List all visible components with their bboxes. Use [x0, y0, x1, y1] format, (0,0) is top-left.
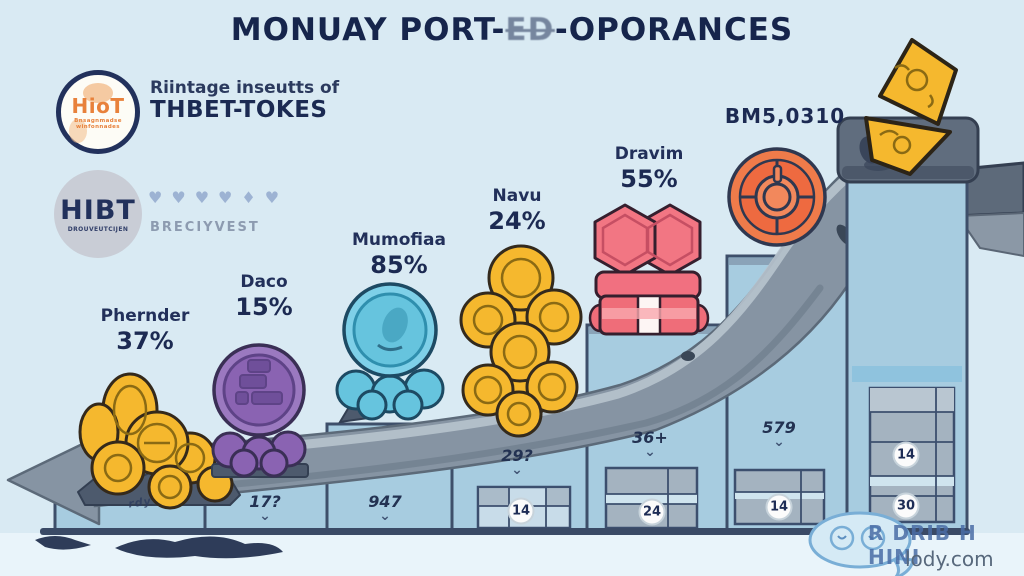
category-label-mumofiaa: Mumofiaa	[352, 230, 446, 250]
logo-hiot: HioT Bnsagnmadse winfonnades	[56, 70, 140, 154]
chevron-down-icon: ⌄	[511, 462, 523, 478]
orange-ring-coin-icon	[727, 147, 827, 247]
teal-coin-icon	[335, 282, 445, 424]
category-label-navu: Navu	[492, 186, 542, 206]
speech-bubble-logo	[808, 511, 915, 576]
annotation-value: BM5,0310	[724, 104, 846, 128]
dark-silhouette-shapes	[35, 536, 283, 559]
category-label-daco: Daco	[240, 272, 288, 292]
bar-footer-value-3: 29?	[501, 446, 533, 465]
watermark-brand: R DRIB H HINI	[868, 521, 977, 569]
logo-blob	[83, 83, 113, 103]
base-line	[40, 528, 970, 535]
value-label-phernder: 37%	[116, 327, 174, 355]
heart-icon: ♥	[194, 188, 219, 207]
value-label-mumofiaa: 85%	[370, 251, 428, 279]
heart-icon: ♥	[264, 188, 289, 207]
category-label-phernder: Phernder	[100, 306, 190, 326]
chevron-down-icon: ⌄	[379, 508, 391, 524]
diamond-icon: ♦	[241, 188, 265, 207]
badge-value: 14	[892, 441, 920, 469]
pink-gift-stack-icon	[588, 203, 710, 336]
title-part1: MONUAY PORT-	[230, 12, 506, 48]
bar-footer-value-5: 579	[762, 418, 796, 437]
value-label-navu: 24%	[488, 207, 546, 235]
badge-value: 24	[638, 498, 666, 526]
gold-coin-tower-icon	[459, 244, 583, 438]
gold-coins-pile-icon	[77, 372, 241, 510]
page-title: MONUAY PORT-ED-OPORANCES	[0, 12, 1024, 48]
heart-icon: ♥	[171, 188, 195, 207]
title-part3: -OPORANCES	[554, 12, 794, 48]
value-label-dravim: 55%	[620, 165, 678, 193]
heart-icon: ♥	[218, 188, 242, 207]
purple-coin-icon	[211, 343, 309, 478]
bar-footer-value-1: 17?	[249, 492, 281, 511]
logo-hibt-text: HIBT	[60, 195, 136, 226]
tagline-line2: THBET-TOKES	[150, 97, 328, 123]
logo-hiot-subtext: Bnsagnmadse	[74, 118, 122, 124]
value-label-daco: 15%	[235, 293, 293, 321]
logo-hiot-text: HioT	[71, 94, 125, 118]
logo-hiot-subtext2: winfonnades	[76, 124, 120, 130]
logo-hibt-subtext: DROUVEUTCIJEN	[67, 226, 129, 233]
badge-value: 14	[765, 493, 793, 521]
rating-icons-row: ♥♥♥♥♦♥	[148, 188, 288, 207]
logo-blob	[69, 119, 87, 143]
category-label-dravim: Dravim	[614, 144, 684, 164]
chevron-down-icon: ⌄	[259, 508, 271, 524]
watermark-domain: lody.com	[905, 547, 994, 571]
bar-footer-value-4: 36+	[632, 428, 668, 447]
title-part-erased: ED	[505, 12, 555, 48]
rating-label: BRECIYVEST	[150, 220, 260, 235]
badge-value: 30	[892, 492, 920, 520]
heart-icon: ♥	[148, 188, 172, 207]
chevron-down-icon: ⌄	[644, 444, 656, 460]
logo-hibt: HIBT DROUVEUTCIJEN	[54, 170, 142, 258]
bar-footer-value-2: 947	[368, 492, 402, 511]
chevron-down-icon: ⌄	[773, 434, 785, 450]
tagline-line1: Riintage inseutts of	[150, 78, 340, 98]
badge-value: 14	[507, 497, 535, 525]
gold-triangles-icon	[864, 38, 958, 176]
